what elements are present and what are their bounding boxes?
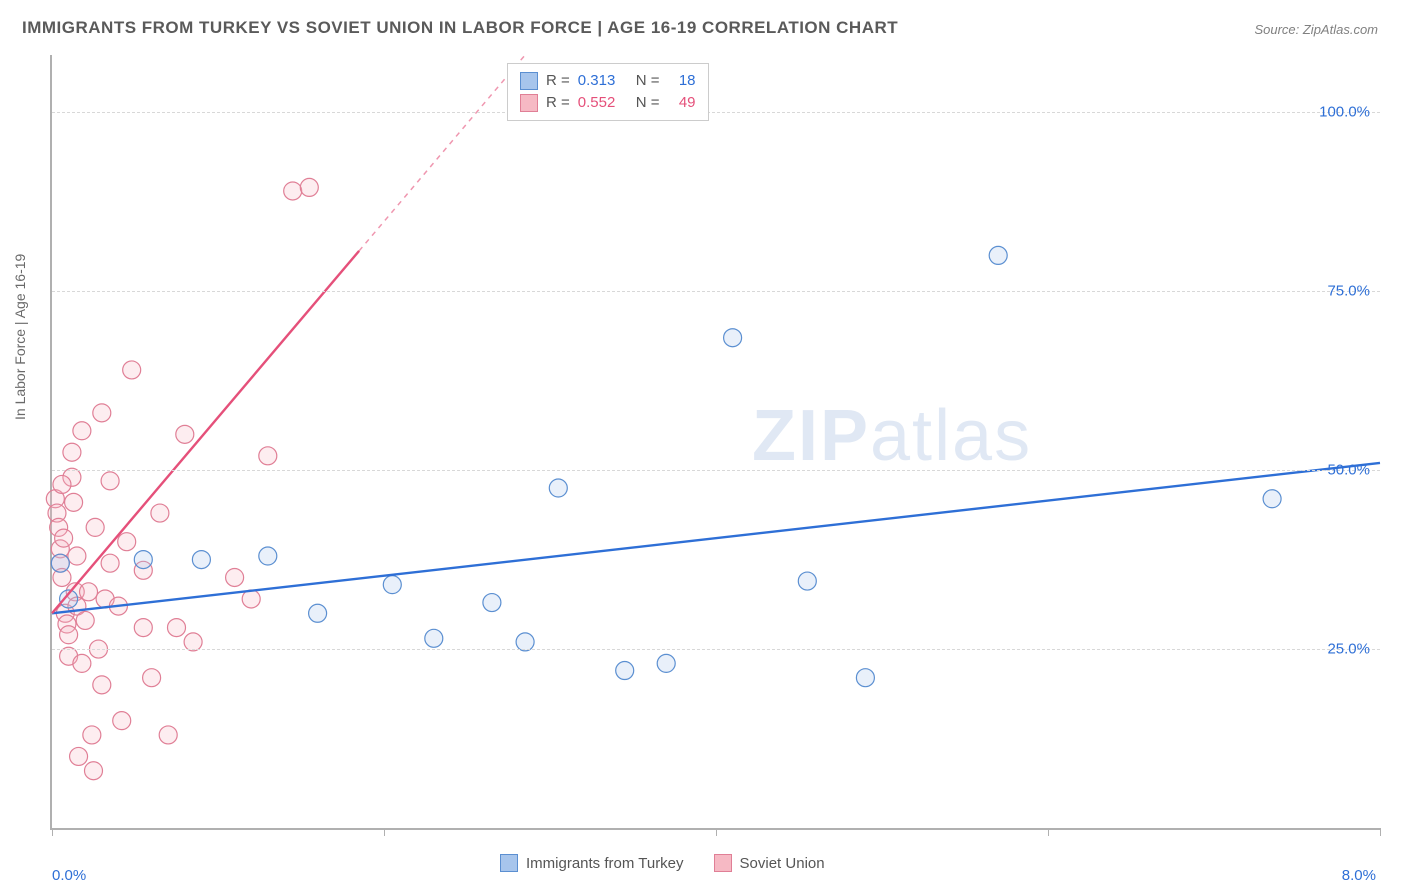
soviet-point	[176, 425, 194, 443]
turkey-point	[483, 594, 501, 612]
soviet-point	[76, 611, 94, 629]
x-axis-right-label: 8.0%	[1342, 867, 1376, 884]
soviet-point	[73, 654, 91, 672]
legend-n-label: N =	[636, 70, 660, 92]
legend-swatch	[714, 854, 732, 872]
x-tick	[1380, 828, 1381, 836]
soviet-point	[65, 493, 83, 511]
y-axis-label: In Labor Force | Age 16-19	[12, 254, 28, 420]
soviet-point	[226, 568, 244, 586]
x-tick	[1048, 828, 1049, 836]
series-legend: Immigrants from Turkey Soviet Union	[500, 854, 825, 872]
x-axis-left-label: 0.0%	[52, 867, 86, 884]
turkey-point	[383, 576, 401, 594]
legend-label: Immigrants from Turkey	[526, 855, 684, 872]
soviet-point	[83, 726, 101, 744]
correlation-legend: R = 0.313 N = 18 R = 0.552 N = 49	[507, 63, 709, 121]
turkey-point	[798, 572, 816, 590]
soviet-point	[134, 619, 152, 637]
legend-n-label: N =	[636, 92, 660, 114]
y-gridline	[52, 291, 1380, 292]
soviet-point	[63, 443, 81, 461]
turkey-point	[616, 662, 634, 680]
soviet-point	[70, 747, 88, 765]
soviet-point	[168, 619, 186, 637]
turkey-point	[989, 246, 1007, 264]
y-tick-label: 75.0%	[1327, 283, 1370, 300]
legend-label: Soviet Union	[740, 855, 825, 872]
turkey-point	[192, 551, 210, 569]
legend-item: Soviet Union	[714, 854, 825, 872]
soviet-point	[93, 676, 111, 694]
soviet-point	[242, 590, 260, 608]
legend-item: Immigrants from Turkey	[500, 854, 684, 872]
x-tick	[716, 828, 717, 836]
y-gridline	[52, 649, 1380, 650]
legend-r-label: R =	[546, 92, 570, 114]
soviet-point	[151, 504, 169, 522]
soviet-point	[73, 422, 91, 440]
soviet-point	[53, 475, 71, 493]
x-tick	[384, 828, 385, 836]
soviet-point	[80, 583, 98, 601]
turkey-point	[1263, 490, 1281, 508]
y-gridline	[52, 470, 1380, 471]
soviet-point	[113, 712, 131, 730]
soviet-point	[143, 669, 161, 687]
soviet-point	[123, 361, 141, 379]
turkey-trend-line	[52, 463, 1380, 613]
legend-swatch	[500, 854, 518, 872]
legend-stat-row: R = 0.552 N = 49	[520, 92, 696, 114]
soviet-point	[93, 404, 111, 422]
y-tick-label: 25.0%	[1327, 641, 1370, 658]
legend-n-value: 49	[668, 92, 696, 114]
legend-stat-row: R = 0.313 N = 18	[520, 70, 696, 92]
turkey-point	[549, 479, 567, 497]
soviet-point	[101, 472, 119, 490]
turkey-point	[309, 604, 327, 622]
legend-n-value: 18	[668, 70, 696, 92]
turkey-point	[425, 629, 443, 647]
soviet-point	[159, 726, 177, 744]
source-attribution: Source: ZipAtlas.com	[1254, 22, 1378, 37]
turkey-point	[724, 329, 742, 347]
soviet-point	[68, 547, 86, 565]
y-gridline	[52, 112, 1380, 113]
scatter-plot-svg	[52, 55, 1380, 828]
y-tick-label: 50.0%	[1327, 462, 1370, 479]
y-tick-label: 100.0%	[1319, 104, 1370, 121]
soviet-point	[259, 447, 277, 465]
x-tick	[52, 828, 53, 836]
legend-r-label: R =	[546, 70, 570, 92]
chart-title: IMMIGRANTS FROM TURKEY VS SOVIET UNION I…	[22, 18, 898, 38]
soviet-point	[55, 529, 73, 547]
legend-r-value: 0.313	[578, 70, 628, 92]
turkey-point	[856, 669, 874, 687]
turkey-point	[657, 654, 675, 672]
soviet-point	[300, 178, 318, 196]
turkey-point	[134, 551, 152, 569]
legend-r-value: 0.552	[578, 92, 628, 114]
soviet-point	[284, 182, 302, 200]
turkey-point	[51, 554, 69, 572]
legend-swatch	[520, 72, 538, 90]
soviet-point	[60, 626, 78, 644]
soviet-point	[118, 533, 136, 551]
chart-plot-area: ZIPatlas R =0.313N =18R =0.552N =49 25.0…	[50, 55, 1380, 830]
legend-swatch	[520, 94, 538, 112]
soviet-point	[86, 518, 104, 536]
soviet-trend-line-dashed	[359, 55, 525, 251]
soviet-point	[85, 762, 103, 780]
soviet-point	[101, 554, 119, 572]
turkey-point	[259, 547, 277, 565]
